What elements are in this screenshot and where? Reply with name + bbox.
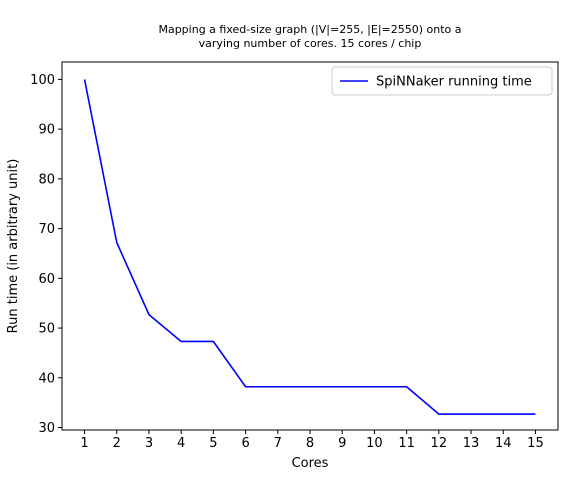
y-tick-label: 30: [38, 421, 55, 436]
x-tick-label: 15: [527, 436, 544, 451]
x-tick-label: 3: [145, 436, 153, 451]
x-tick-label: 11: [398, 436, 415, 451]
x-tick-label: 14: [495, 436, 512, 451]
x-tick-label: 8: [306, 436, 314, 451]
series-lines: [83, 79, 536, 415]
y-tick-label: 100: [30, 73, 55, 88]
y-tick-label: 40: [38, 371, 55, 386]
x-tick-label: 9: [338, 436, 346, 451]
x-axis-ticks: 1 2 3 4 5 6 7 8 9 10 11 12 13 14 15: [80, 430, 544, 451]
y-tick-label: 50: [38, 322, 55, 337]
x-tick-label: 12: [431, 436, 448, 451]
chart-title-line: Mapping a fixed-size graph (|V|=255, |E|…: [158, 23, 461, 36]
x-tick-label: 13: [463, 436, 480, 451]
x-axis-label: Cores: [292, 456, 329, 471]
y-tick-label: 60: [38, 272, 55, 287]
series-line: [83, 79, 536, 415]
x-tick-label: 1: [80, 436, 88, 451]
y-axis-label: Run time (in arbitrary unit): [6, 159, 21, 334]
legend-box: [331, 66, 553, 96]
x-tick-label: 7: [274, 436, 282, 451]
x-tick-label: 5: [209, 436, 217, 451]
y-tick-label: 80: [38, 172, 55, 187]
y-tick-label: 90: [38, 123, 55, 138]
x-tick-label: 6: [241, 436, 249, 451]
x-tick-label: 2: [113, 436, 121, 451]
y-tick-label: 70: [38, 222, 55, 237]
legend-label: SpiNNaker running time: [376, 75, 532, 90]
y-axis-ticks: 30 40 50 60 70 80 90 100: [30, 73, 62, 436]
x-tick-label: 4: [177, 436, 185, 451]
x-tick-label: 10: [366, 436, 383, 451]
legend: SpiNNaker running time: [331, 66, 553, 96]
chart-title: Mapping a fixed-size graph (|V|=255, |E|…: [158, 23, 461, 50]
chart-title-line: varying number of cores. 15 cores / chip: [199, 37, 422, 50]
